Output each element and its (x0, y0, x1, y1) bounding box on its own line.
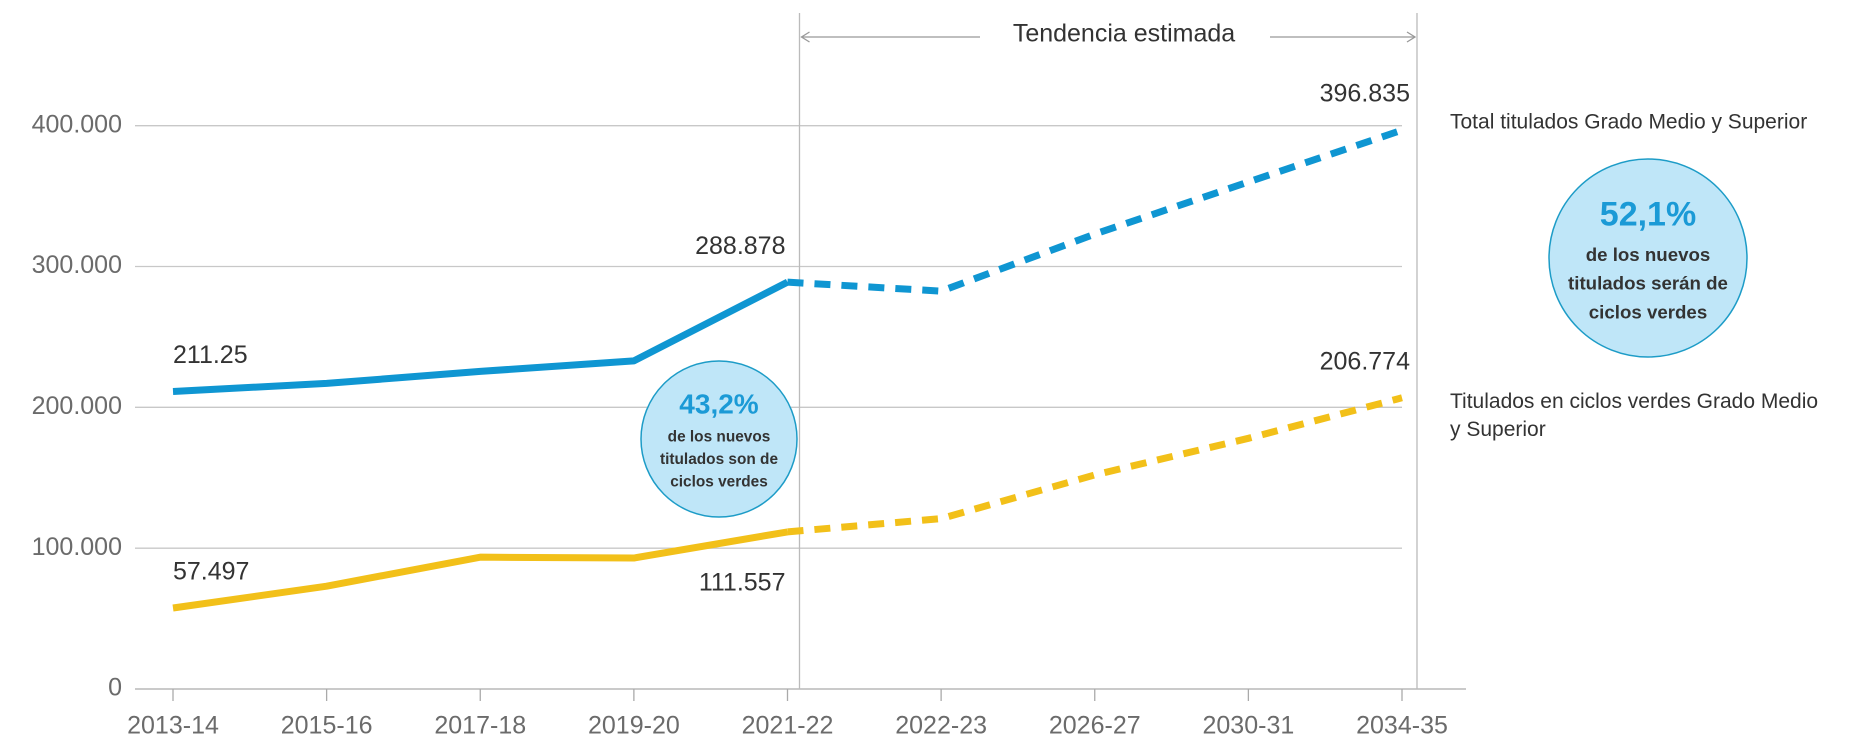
x-tick-label: 2026-27 (1049, 712, 1141, 740)
x-tick-label: 2015-16 (281, 712, 373, 740)
x-tick-label: 2013-14 (127, 712, 219, 740)
y-tick-label: 0 (108, 674, 122, 702)
y-tick-label: 100.000 (32, 533, 122, 561)
arrow-head (800, 31, 810, 43)
value-label: 288.878 (695, 232, 785, 260)
bubble-text: titulados son de (660, 451, 778, 468)
value-label: 111.557 (699, 568, 786, 596)
bubble (1548, 158, 1748, 358)
x-tick-label: 2022-23 (895, 712, 987, 740)
x-tick-label: 2019-20 (588, 712, 680, 740)
legend-label: Total titulados Grado Medio y Superior (1450, 111, 1807, 134)
series-line (172, 528, 789, 612)
y-tick-label: 300.000 (32, 251, 122, 279)
bubble-text: de los nuevos (1586, 244, 1711, 265)
value-label: 57.497 (173, 558, 249, 586)
x-tick-label: 2030-31 (1203, 712, 1295, 740)
bubble-text: ciclos verdes (1589, 301, 1707, 322)
bubble-text: ciclos verdes (670, 474, 768, 491)
legend-line: Titulados en ciclos verdes Grado Medio (1450, 390, 1818, 413)
bubble-value: 52,1% (1600, 195, 1696, 233)
arrow-head (1406, 31, 1417, 43)
x-tick-label: 2021-22 (742, 712, 834, 740)
x-tick-label: 2034-35 (1356, 712, 1448, 740)
bubble-text: de los nuevos (668, 429, 771, 446)
value-label: 206.774 (1320, 347, 1410, 375)
bubble-value: 43,2% (679, 389, 758, 420)
y-tick-label: 200.000 (32, 392, 122, 420)
legend-label: Titulados en ciclos verdes Grado Medio y … (1450, 390, 1818, 441)
series-line (172, 279, 790, 395)
trend-label: Tendencia estimada (1013, 20, 1235, 48)
bubble-text: titulados serán de (1568, 273, 1728, 294)
value-label: 211.25 (173, 341, 248, 369)
bubble (640, 360, 798, 518)
x-tick-label: 2017-18 (434, 712, 526, 740)
legend-line: y Superior (1450, 418, 1546, 441)
y-tick-label: 400.000 (32, 110, 122, 138)
series-line-dashed (787, 394, 1403, 536)
value-label: 396.835 (1320, 80, 1410, 108)
